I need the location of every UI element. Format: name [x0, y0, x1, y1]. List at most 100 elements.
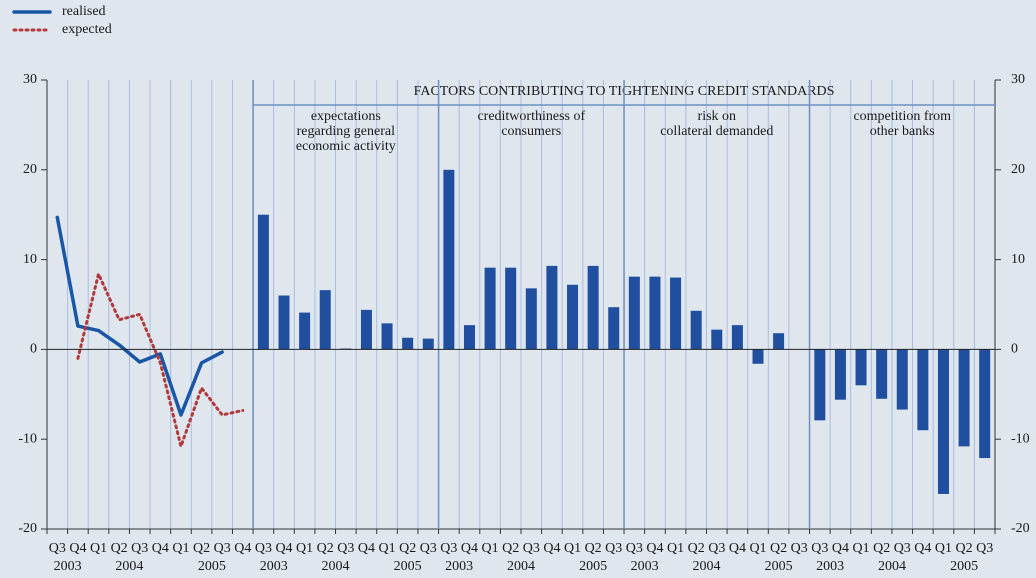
x-year-label: 2004 [322, 559, 350, 574]
bar [896, 349, 908, 410]
bar [402, 337, 414, 350]
bar [422, 338, 434, 350]
x-tick-label: Q1 [90, 541, 107, 556]
x-tick-label: Q4 [234, 541, 251, 556]
x-year-label: 2005 [198, 559, 226, 574]
bar [937, 349, 949, 494]
x-tick-label: Q4 [832, 541, 849, 556]
y-tick-label: 20 [1011, 162, 1025, 177]
x-tick-label: Q4 [358, 541, 375, 556]
x-tick-label: Q1 [564, 541, 581, 556]
bar [463, 325, 475, 350]
x-tick-label: Q3 [337, 541, 354, 556]
y-tick-label: 30 [23, 72, 37, 87]
y-tick-label: 10 [23, 252, 37, 267]
bar [690, 310, 702, 350]
x-year-label: 2003 [816, 559, 844, 574]
bar [319, 290, 331, 350]
x-tick-label: Q4 [543, 541, 560, 556]
bar [608, 307, 620, 350]
x-year-label: 2003 [54, 559, 82, 574]
bar [855, 349, 867, 386]
bar [979, 349, 991, 459]
y-tick-label: 20 [23, 162, 37, 177]
bar [958, 349, 970, 447]
x-year-label: 2004 [878, 559, 906, 574]
x-tick-label: Q4 [729, 541, 746, 556]
bar [670, 277, 682, 350]
panel-title: competition from [853, 109, 951, 124]
x-tick-label: Q3 [420, 541, 437, 556]
bar [917, 349, 929, 431]
bar [443, 169, 455, 350]
x-tick-label: Q4 [275, 541, 292, 556]
bar [278, 295, 290, 350]
x-year-label: 2004 [115, 559, 143, 574]
x-tick-label: Q4 [152, 541, 169, 556]
bar [649, 276, 661, 350]
y-tick-label: -20 [1011, 521, 1030, 536]
x-tick-label: Q3 [214, 541, 231, 556]
x-year-label: 2005 [950, 559, 978, 574]
x-year-label: 2005 [394, 559, 422, 574]
x-tick-label: Q4 [69, 541, 86, 556]
x-tick-label: Q2 [770, 541, 787, 556]
bar [299, 312, 311, 350]
x-tick-label: Q2 [111, 541, 128, 556]
x-tick-label: Q1 [935, 541, 952, 556]
panel-title: creditworthiness of [477, 109, 585, 124]
x-tick-label: Q4 [461, 541, 478, 556]
x-year-label: 2003 [445, 559, 473, 574]
bar [711, 329, 723, 350]
y-tick-label: 0 [1011, 342, 1018, 357]
x-tick-label: Q2 [873, 541, 890, 556]
panel-title: risk on [698, 109, 737, 124]
bar [360, 309, 372, 350]
x-tick-label: Q3 [440, 541, 457, 556]
x-tick-label: Q3 [49, 541, 66, 556]
y-tick-label: 30 [1011, 72, 1025, 87]
x-year-label: 2004 [692, 559, 720, 574]
x-tick-label: Q3 [976, 541, 993, 556]
x-tick-label: Q3 [131, 541, 148, 556]
bar [587, 265, 599, 350]
bar [628, 276, 640, 350]
bar [752, 349, 764, 364]
bar [257, 214, 269, 350]
bar [731, 325, 743, 350]
x-tick-label: Q3 [811, 541, 828, 556]
bar [525, 288, 537, 350]
x-year-label: 2005 [579, 559, 607, 574]
y-tick-label: -10 [18, 431, 37, 446]
bar [567, 284, 579, 350]
x-tick-label: Q1 [667, 541, 684, 556]
x-tick-label: Q2 [193, 541, 210, 556]
y-tick-label: 10 [1011, 252, 1025, 267]
x-year-label: 2003 [631, 559, 659, 574]
bar [546, 265, 558, 350]
y-tick-label: 0 [30, 342, 37, 357]
panel-title: expectations [311, 109, 381, 124]
x-year-label: 2004 [507, 559, 535, 574]
x-tick-label: Q2 [585, 541, 602, 556]
x-tick-label: Q2 [956, 541, 973, 556]
y-tick-label: -20 [18, 521, 37, 536]
x-tick-label: Q3 [255, 541, 272, 556]
x-tick-label: Q2 [688, 541, 705, 556]
x-tick-label: Q1 [852, 541, 869, 556]
x-tick-label: Q4 [646, 541, 663, 556]
x-year-label: 2005 [765, 559, 793, 574]
bar [505, 267, 517, 350]
bar [484, 267, 496, 350]
x-tick-label: Q1 [482, 541, 499, 556]
x-tick-label: Q2 [317, 541, 334, 556]
x-tick-label: Q3 [605, 541, 622, 556]
x-tick-label: Q1 [172, 541, 189, 556]
x-tick-label: Q3 [626, 541, 643, 556]
x-tick-label: Q3 [894, 541, 911, 556]
x-tick-label: Q1 [378, 541, 395, 556]
y-tick-label: -10 [1011, 431, 1030, 446]
bar [814, 349, 826, 421]
panel-title: collateral demanded [660, 124, 773, 139]
